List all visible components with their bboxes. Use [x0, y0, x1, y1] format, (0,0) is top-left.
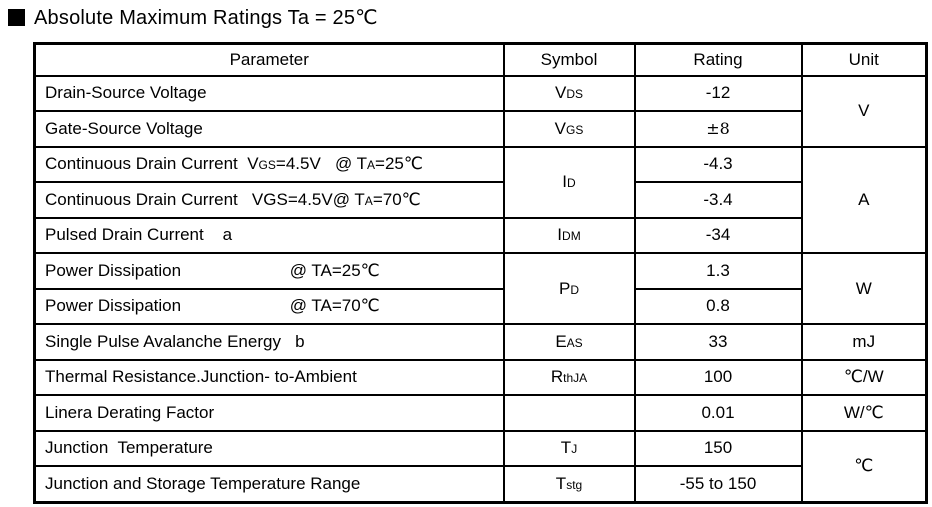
rating-cell: -12 [633, 74, 803, 113]
table-row: Junction Temperature TJ 150 ℃ [33, 429, 928, 504]
symbol-cell [502, 394, 636, 432]
symbol-cell: IDM [502, 216, 636, 255]
unit-cell: W/℃ [800, 394, 928, 432]
rating-cell: -55 to 150 [633, 465, 803, 504]
parameter-cell: Linera Derating Factor [33, 394, 505, 432]
table-row: Pulsed Drain Current a IDM -34 [33, 216, 927, 255]
rating-cell: 0.8 [633, 287, 803, 326]
parameter-cell: Gate-Source Voltage [33, 110, 505, 148]
rating-cell: 100 [633, 358, 803, 397]
rating-cell: -3.4 [633, 181, 803, 219]
symbol-cell: VGS [502, 110, 636, 148]
parameter-cell: Pulsed Drain Current a [33, 216, 505, 255]
parameter-cell: Power Dissipation @ TA=70℃ [33, 287, 505, 326]
symbol-cell: PD [502, 252, 636, 326]
unit-cell: ℃ [800, 429, 928, 504]
symbol-cell: TJ [502, 429, 636, 468]
section-title-text: Absolute Maximum Ratings Ta = 25℃ [34, 7, 378, 29]
column-header-symbol: Symbol [502, 42, 636, 77]
unit-cell: mJ [800, 323, 928, 361]
table-row: Single Pulse Avalanche Energy b EAS 33 m… [33, 323, 928, 361]
rating-cell: 0.01 [633, 394, 803, 432]
symbol-cell: Tstg [502, 465, 636, 504]
parameter-cell: Single Pulse Avalanche Energy b [33, 323, 505, 361]
parameter-cell: Thermal Resistance.Junction- to-Ambient [33, 358, 505, 397]
table-row: Continuous Drain Current VGS=4.5V @ TA=2… [33, 145, 928, 255]
unit-cell: ℃/W [800, 358, 928, 397]
parameter-cell: Power Dissipation @ TA=25℃ [33, 252, 505, 290]
section-bullet-square-icon [8, 9, 25, 26]
unit-cell: A [800, 145, 928, 255]
parameter-cell: Drain-Source Voltage [33, 74, 505, 113]
table-row: Power Dissipation @ TA=70℃ 0.8 [33, 287, 927, 326]
rating-cell: 150 [633, 429, 803, 468]
rating-cell: -4.3 [633, 145, 803, 184]
column-header-unit: Unit [800, 42, 928, 77]
rating-cell: 1.3 [633, 252, 803, 290]
table-row: Linera Derating Factor 0.01 W/℃ [33, 394, 928, 432]
parameter-cell: Junction Temperature [33, 429, 505, 468]
table-header-row: Parameter Symbol Rating Unit [33, 42, 928, 77]
absolute-maximum-ratings-table: Parameter Symbol Rating Unit Drain-Sourc… [33, 42, 928, 504]
table-row: Power Dissipation @ TA=25℃ PD 1.3 W [33, 252, 928, 326]
section-title: Absolute Maximum Ratings Ta = 25℃ [8, 5, 378, 30]
table-row: Drain-Source Voltage VDS -12 V [33, 74, 928, 148]
parameter-cell: Continuous Drain Current VGS=4.5V@ TA=70… [33, 181, 505, 219]
rating-cell: ±8 [633, 110, 803, 148]
symbol-cell: RthJA [502, 358, 636, 397]
parameter-cell: Continuous Drain Current VGS=4.5V @ TA=2… [33, 145, 505, 184]
symbol-cell: ID [502, 145, 636, 219]
parameter-cell: Junction and Storage Temperature Range [33, 465, 505, 504]
column-header-parameter: Parameter [33, 42, 505, 77]
column-header-rating: Rating [633, 42, 803, 77]
table-row: Continuous Drain Current VGS=4.5V@ TA=70… [33, 181, 927, 219]
rating-cell: 33 [633, 323, 803, 361]
table-row: Gate-Source Voltage VGS ±8 [33, 110, 927, 148]
symbol-cell: EAS [502, 323, 636, 361]
unit-cell: W [800, 252, 928, 326]
table-row: Thermal Resistance.Junction- to-Ambient … [33, 358, 928, 397]
rating-cell: -34 [633, 216, 803, 255]
unit-cell: V [800, 74, 928, 148]
symbol-cell: VDS [502, 74, 636, 113]
table-row: Junction and Storage Temperature Range T… [33, 465, 927, 504]
